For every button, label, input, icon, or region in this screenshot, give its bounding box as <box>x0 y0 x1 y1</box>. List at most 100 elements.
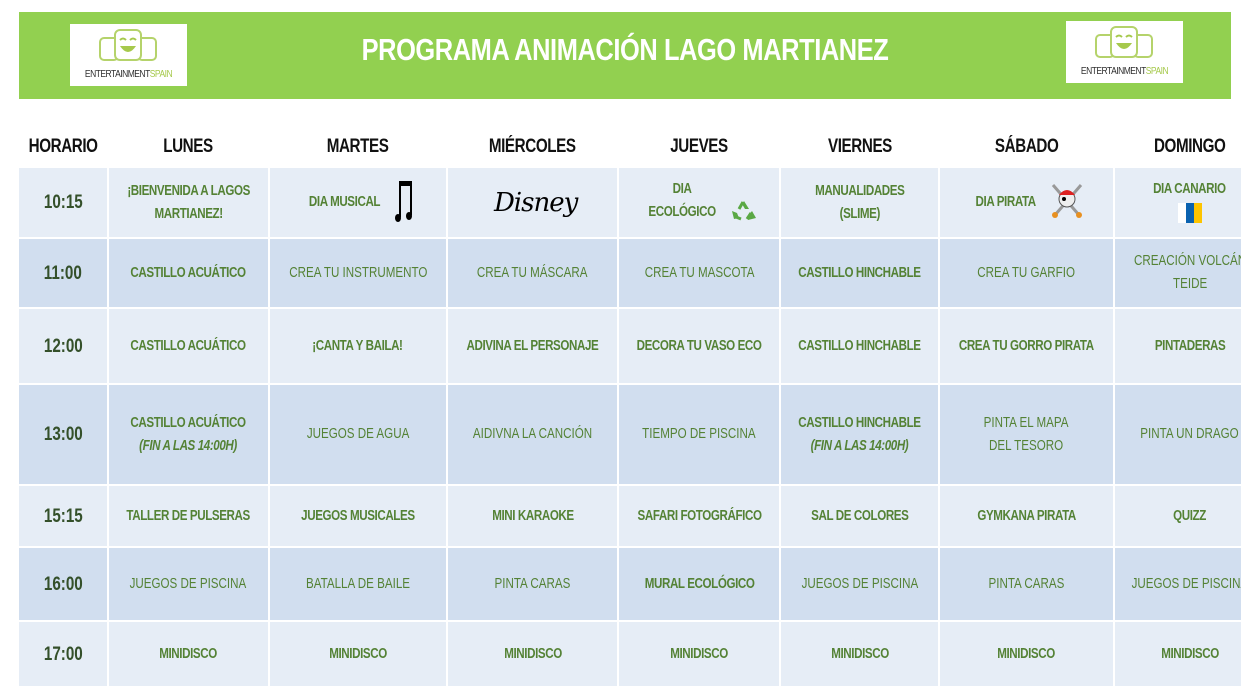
activity-label: SAL DE COLORES <box>811 507 909 524</box>
recycle-icon <box>730 199 758 227</box>
activity-cell: MURAL ECOLÓGICO <box>619 548 780 620</box>
activity-label: MINIDISCO <box>830 645 889 662</box>
activity-label: CREA TU INSTRUMENTO <box>288 264 427 281</box>
activity-cell: JUEGOS DE PISCINA <box>781 548 939 620</box>
activity-label: CREA TU GORRO PIRATA <box>958 337 1094 354</box>
table-row: 11:00 CASTILLO ACUÁTICO CREA TU INSTRUMENT… <box>19 239 1241 307</box>
activity-cell: SAL DE COLORES <box>781 486 939 546</box>
pirate-skull-icon <box>1049 181 1085 225</box>
column-header: MIÉRCOLES <box>489 136 576 157</box>
activity-label: MINIDISCO <box>329 645 387 662</box>
header-row: HORARIO LUNES MARTES MIÉRCOLES JUEVES VIERNES… <box>19 128 1241 166</box>
activity-label: DIA CANARIO <box>1153 181 1226 197</box>
activity-label: (SLIME) <box>839 205 880 222</box>
activity-cell: CASTILLO ACUÁTICO <box>109 309 268 383</box>
activity-label: PINTA EL MAPA <box>983 414 1069 431</box>
activity-cell: Disney <box>448 168 618 237</box>
activity-label: CASTILLO HINCHABLE <box>798 264 921 281</box>
activity-label: MINIDISCO <box>1160 645 1219 662</box>
activity-cell: MINI KARAOKE <box>448 486 618 546</box>
time-cell: 17:00 <box>19 622 108 686</box>
activity-label: PINTA CARAS <box>494 575 571 592</box>
activity-label: CASTILLO HINCHABLE <box>798 337 921 354</box>
activity-cell: CASTILLO ACUÁTICO (FIN A LAS 14:00H) <box>109 385 268 484</box>
activity-cell: JUEGOS DE AGUA <box>269 385 447 484</box>
time-cell: 15:15 <box>19 486 108 546</box>
activity-cell: JUEGOS MUSICALES <box>269 486 447 546</box>
activity-cell: DIA CANARIO <box>1114 168 1241 237</box>
table-row: 12:00 CASTILLO ACUÁTICO ¡CANTA Y BAILA! ADI… <box>19 309 1241 383</box>
activity-cell: PINTA EL MAPA DEL TESORO <box>940 385 1113 484</box>
activity-label: DIA <box>672 181 692 198</box>
activity-cell: CREA TU GARFIO <box>940 239 1113 307</box>
column-header: DOMINGO <box>1153 136 1226 157</box>
activity-label: MINIDISCO <box>503 645 562 662</box>
activity-cell: MINIDISCO <box>448 622 618 686</box>
activity-cell: CREA TU INSTRUMENTO <box>269 239 447 307</box>
column-header: VIERNES <box>827 136 892 157</box>
column-header: JUEVES <box>670 136 728 157</box>
activity-label: QUIZZ <box>1173 507 1207 524</box>
activity-label: CASTILLO HINCHABLE <box>798 414 921 431</box>
activity-cell: CREACIÓN VOLCÁN TEIDE <box>1114 239 1241 307</box>
activity-label: MARTIANEZ! <box>154 205 223 222</box>
column-header: HORARIO <box>28 136 98 157</box>
activity-cell: CASTILLO HINCHABLE <box>781 309 939 383</box>
activity-note: (FIN A LAS 14:00H) <box>139 437 238 454</box>
activity-cell: MINIDISCO <box>781 622 939 686</box>
disney-logo-icon: Disney <box>493 187 578 218</box>
header-banner: ENTERTAINMENTSPAIN PROGRAMA ANIMACIÓN LA… <box>19 12 1231 99</box>
activity-label: ¡CANTA Y BAILA! <box>312 337 404 354</box>
activity-cell: DIA MUSICAL <box>269 168 447 237</box>
activity-note: (FIN A LAS 14:00H) <box>810 437 909 454</box>
activity-label: TALLER DE PULSERAS <box>126 507 251 524</box>
table-row: 16:00 JUEGOS DE PISCINA BATALLA DE BAILE PI… <box>19 548 1241 620</box>
activity-cell: CREA TU GORRO PIRATA <box>940 309 1113 383</box>
activity-label: PINTADERAS <box>1154 337 1225 354</box>
activity-cell: ¡CANTA Y BAILA! <box>269 309 447 383</box>
time-cell: 12:00 <box>19 309 108 383</box>
activity-label: ECOLÓGICO <box>648 204 716 221</box>
activity-label: SAFARI FOTOGRÁFICO <box>637 507 762 524</box>
activity-label: PINTA UN DRAGO <box>1140 426 1239 442</box>
activity-cell: CREA TU MÁSCARA <box>448 239 618 307</box>
activity-label: TIEMPO DE PISCINA <box>642 426 756 442</box>
music-note-icon <box>395 179 415 227</box>
table-row: 10:15 ¡BIENVENIDA A LAGOS MARTIANEZ! DIA MU… <box>19 168 1241 237</box>
time-cell: 11:00 <box>19 239 108 307</box>
activity-cell: ADIVINA EL PERSONAJE <box>448 309 618 383</box>
time-cell: 10:15 <box>19 168 108 237</box>
activity-label: DIA PIRATA <box>975 194 1036 211</box>
activity-cell: TIEMPO DE PISCINA <box>619 385 780 484</box>
activity-cell: MINIDISCO <box>619 622 780 686</box>
activity-label: MINIDISCO <box>670 645 728 662</box>
entertainment-spain-logo: ENTERTAINMENTSPAIN <box>70 24 187 86</box>
activity-cell: CASTILLO ACUÁTICO <box>109 239 268 307</box>
activity-cell: PINTA CARAS <box>448 548 618 620</box>
activity-cell: SAFARI FOTOGRÁFICO <box>619 486 780 546</box>
activity-cell: ¡BIENVENIDA A LAGOS MARTIANEZ! <box>109 168 268 237</box>
activity-cell: DIA PIRATA <box>940 168 1113 237</box>
activity-label: AIDIVNA LA CANCIÓN <box>472 426 593 442</box>
activity-label: MINIDISCO <box>159 645 218 662</box>
activity-label: GYMKANA PIRATA <box>977 507 1076 524</box>
activity-label: PINTA CARAS <box>988 575 1065 592</box>
activity-label: DEL TESORO <box>989 437 1064 454</box>
masks-logo-icon <box>99 29 157 61</box>
activity-label: JUEGOS DE AGUA <box>306 426 410 442</box>
activity-label: JUEGOS DE PISCINA <box>1131 575 1241 592</box>
activity-label: JUEGOS DE PISCINA <box>130 575 247 592</box>
activity-label: ADIVINA EL PERSONAJE <box>466 337 599 354</box>
activity-cell: MINIDISCO <box>269 622 447 686</box>
activity-label: CREA TU MASCOTA <box>644 264 755 281</box>
table-row: 13:00 CASTILLO ACUÁTICO (FIN A LAS 14:00H)… <box>19 385 1241 484</box>
activity-cell: MINIDISCO <box>109 622 268 686</box>
activity-label: TEIDE <box>1172 276 1207 292</box>
table-row: 15:15 TALLER DE PULSERAS JUEGOS MUSICALES M… <box>19 486 1241 546</box>
activity-label: MINIDISCO <box>997 645 1056 662</box>
activity-label: JUEGOS MUSICALES <box>301 507 415 524</box>
entertainment-spain-logo: ENTERTAINMENTSPAIN <box>1066 21 1183 83</box>
activity-cell: MINIDISCO <box>940 622 1113 686</box>
time-cell: 13:00 <box>19 385 108 484</box>
activity-label: CASTILLO ACUÁTICO <box>130 337 247 354</box>
